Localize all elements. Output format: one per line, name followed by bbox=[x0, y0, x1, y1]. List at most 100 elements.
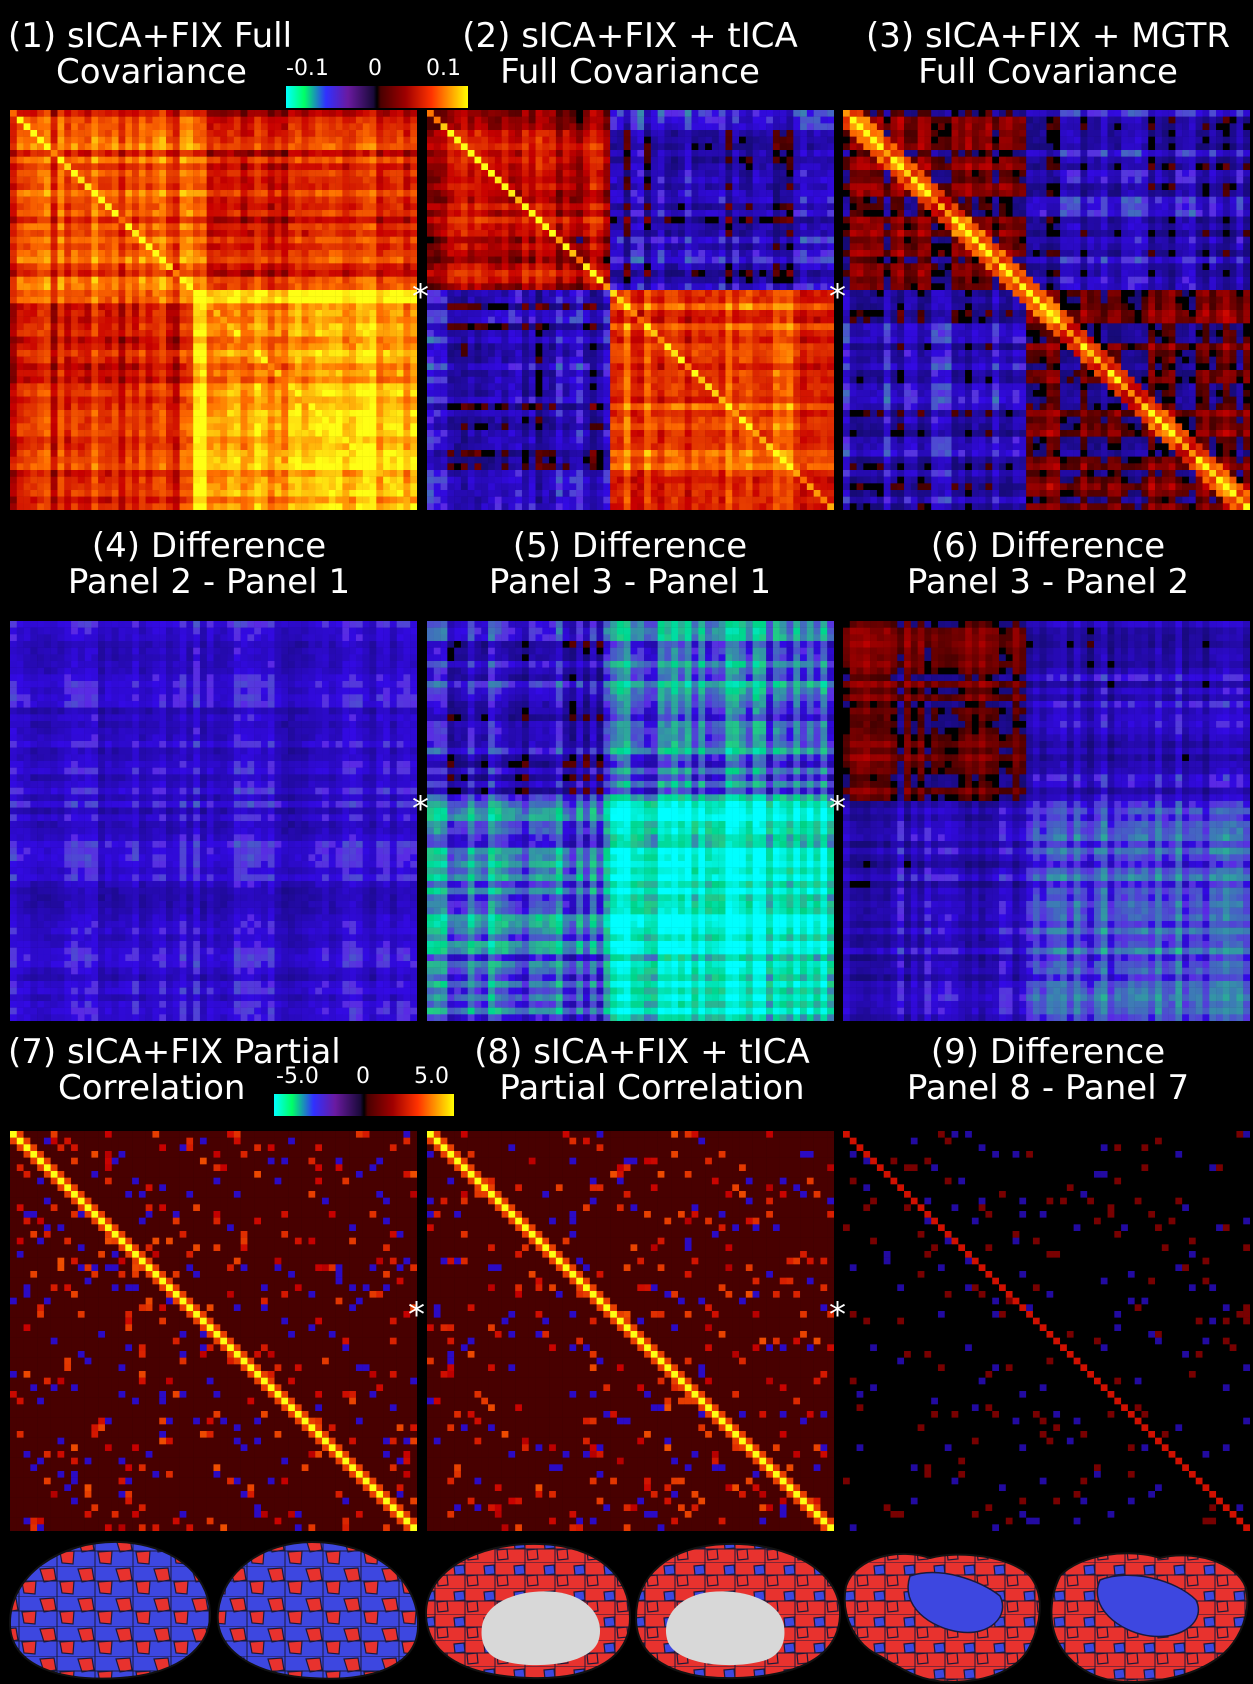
matrix-cell bbox=[274, 503, 282, 510]
matrix-cell bbox=[138, 176, 146, 184]
matrix-cell bbox=[335, 410, 343, 417]
matrix-cell bbox=[657, 203, 665, 211]
matrix-cell bbox=[30, 190, 38, 197]
matrix-cell bbox=[267, 303, 275, 311]
matrix-cell bbox=[322, 496, 330, 504]
matrix-2-svg bbox=[427, 110, 834, 510]
matrix-cell bbox=[342, 270, 350, 277]
matrix-cell bbox=[213, 196, 221, 204]
matrix-cell bbox=[91, 390, 99, 397]
matrix-cell bbox=[711, 110, 719, 117]
matrix-cell bbox=[786, 216, 794, 224]
matrix-cell bbox=[474, 250, 482, 257]
matrix-cell bbox=[786, 130, 794, 137]
matrix-cell bbox=[396, 250, 404, 257]
matrix-cell bbox=[247, 450, 255, 457]
matrix-cell bbox=[610, 110, 618, 117]
matrix-cell bbox=[10, 243, 17, 251]
matrix-cell bbox=[193, 116, 201, 124]
matrix-cell bbox=[759, 143, 767, 151]
matrix-cell bbox=[335, 356, 343, 364]
matrix-cell bbox=[410, 290, 417, 297]
matrix-cell bbox=[820, 136, 828, 144]
matrix-cell bbox=[711, 143, 719, 151]
matrix-cell bbox=[166, 410, 174, 417]
matrix-cell bbox=[98, 330, 106, 337]
matrix-cell bbox=[711, 230, 719, 237]
matrix-cell bbox=[104, 310, 112, 317]
matrix-cell bbox=[335, 263, 343, 271]
matrix-cell bbox=[84, 230, 92, 237]
matrix-cell bbox=[91, 130, 99, 137]
matrix-cell bbox=[322, 363, 330, 371]
matrix-cell bbox=[125, 116, 133, 124]
matrix-cell bbox=[30, 136, 38, 144]
matrix-cell bbox=[488, 196, 496, 204]
matrix-cell bbox=[288, 383, 296, 391]
matrix-cell bbox=[410, 296, 417, 304]
matrix-cell bbox=[488, 110, 496, 117]
matrix-cell bbox=[433, 136, 441, 144]
matrix-cell bbox=[43, 336, 51, 344]
matrix-cell bbox=[199, 490, 207, 497]
matrix-cell bbox=[355, 350, 363, 357]
matrix-cell bbox=[369, 416, 377, 424]
matrix-cell bbox=[206, 203, 214, 211]
matrix-cell bbox=[254, 283, 262, 291]
matrix-cell bbox=[433, 250, 441, 257]
matrix-cell bbox=[98, 343, 106, 351]
matrix-cell bbox=[220, 303, 228, 311]
matrix-cell bbox=[159, 476, 167, 484]
matrix-cell bbox=[772, 130, 780, 137]
matrix-cell bbox=[376, 416, 384, 424]
matrix-cell bbox=[328, 250, 336, 257]
matrix-cell bbox=[376, 276, 384, 284]
matrix-cell bbox=[247, 370, 255, 377]
matrix-cell bbox=[315, 363, 323, 371]
matrix-cell bbox=[410, 110, 417, 117]
matrix-cell bbox=[281, 416, 289, 424]
matrix-cell bbox=[569, 250, 577, 257]
matrix-cell bbox=[57, 496, 65, 504]
matrix-cell bbox=[104, 183, 112, 191]
matrix-cell bbox=[718, 216, 726, 224]
matrix-cell bbox=[355, 456, 363, 464]
colorbar-cov-min-label: -0.1 bbox=[286, 58, 329, 80]
matrix-cell bbox=[396, 130, 404, 137]
matrix-cell bbox=[98, 423, 106, 431]
matrix-cell bbox=[637, 163, 645, 171]
matrix-cell bbox=[166, 150, 174, 157]
matrix-cell bbox=[37, 463, 45, 471]
matrix-cell bbox=[521, 243, 529, 251]
matrix-cell bbox=[711, 150, 719, 157]
matrix-cell bbox=[732, 183, 740, 191]
matrix-cell bbox=[494, 223, 502, 231]
matrix-cell bbox=[274, 430, 282, 437]
matrix-cell bbox=[623, 183, 631, 191]
matrix-cell bbox=[711, 163, 719, 171]
matrix-cell bbox=[227, 116, 235, 124]
matrix-cell bbox=[193, 110, 201, 117]
matrix-cell bbox=[376, 296, 384, 304]
matrix-cell bbox=[125, 310, 133, 317]
matrix-cell bbox=[813, 243, 821, 251]
matrix-cell bbox=[125, 130, 133, 137]
matrix-cell bbox=[718, 130, 726, 137]
matrix-cell bbox=[50, 163, 58, 171]
matrix-cell bbox=[199, 250, 207, 257]
matrix-cell bbox=[118, 356, 126, 364]
matrix-cell bbox=[308, 436, 316, 444]
matrix-cell bbox=[362, 110, 370, 117]
matrix-cell bbox=[233, 190, 241, 197]
matrix-cell bbox=[766, 116, 774, 124]
matrix-cell bbox=[281, 196, 289, 204]
matrix-cell bbox=[460, 256, 468, 264]
matrix-cell bbox=[301, 183, 309, 191]
matrix-cell bbox=[820, 176, 828, 184]
matrix-cell bbox=[16, 310, 24, 317]
matrix-cell bbox=[193, 150, 201, 157]
matrix-cell bbox=[145, 330, 153, 337]
matrix-cell bbox=[403, 123, 411, 131]
matrix-cell bbox=[247, 276, 255, 284]
matrix-cell bbox=[50, 276, 58, 284]
